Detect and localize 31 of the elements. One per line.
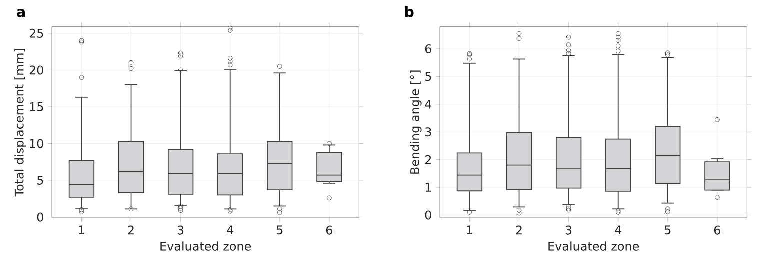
y-axis-title: Total displacement [mm] xyxy=(14,49,26,197)
y-tick-label: 3 xyxy=(426,128,432,137)
x-tick-label: 5 xyxy=(277,226,283,235)
x-tick-label: 2 xyxy=(516,226,522,235)
y-tick-label: 2 xyxy=(426,155,432,164)
chart-title: b xyxy=(405,6,414,18)
y-tick-label: 1 xyxy=(426,183,432,192)
x-tick-label: 1 xyxy=(467,226,472,234)
y-tick-label: 10 xyxy=(30,139,44,148)
y-tick-label: 5 xyxy=(38,176,44,185)
chart-title: a xyxy=(17,9,25,18)
y-tick-label: 25 xyxy=(30,28,44,38)
x-tick-label: 5 xyxy=(665,226,671,235)
x-tick-label: 6 xyxy=(714,226,720,235)
x-axis-title: Evaluated zone xyxy=(160,242,252,251)
y-tick-label: 15 xyxy=(30,102,44,112)
x-tick-label: 2 xyxy=(128,226,134,235)
x-axis-title: Evaluated zone xyxy=(548,242,640,251)
y-tick-label: 20 xyxy=(30,66,44,75)
y-tick-label: 0 xyxy=(37,212,44,222)
x-tick-label: 3 xyxy=(566,226,572,235)
x-tick-label: 3 xyxy=(178,226,184,235)
x-tick-label: 6 xyxy=(326,226,332,235)
x-tick-label: 4 xyxy=(227,226,234,234)
y-tick-label: 4 xyxy=(425,100,432,109)
x-tick-label: 1 xyxy=(79,226,84,234)
y-tick-label: 6 xyxy=(425,44,432,54)
x-tick-label: 4 xyxy=(615,226,622,234)
y-tick-label: 5 xyxy=(426,72,432,82)
y-axis-title: Bending angle [°] xyxy=(410,70,422,174)
y-tick-label: 0 xyxy=(425,210,432,220)
